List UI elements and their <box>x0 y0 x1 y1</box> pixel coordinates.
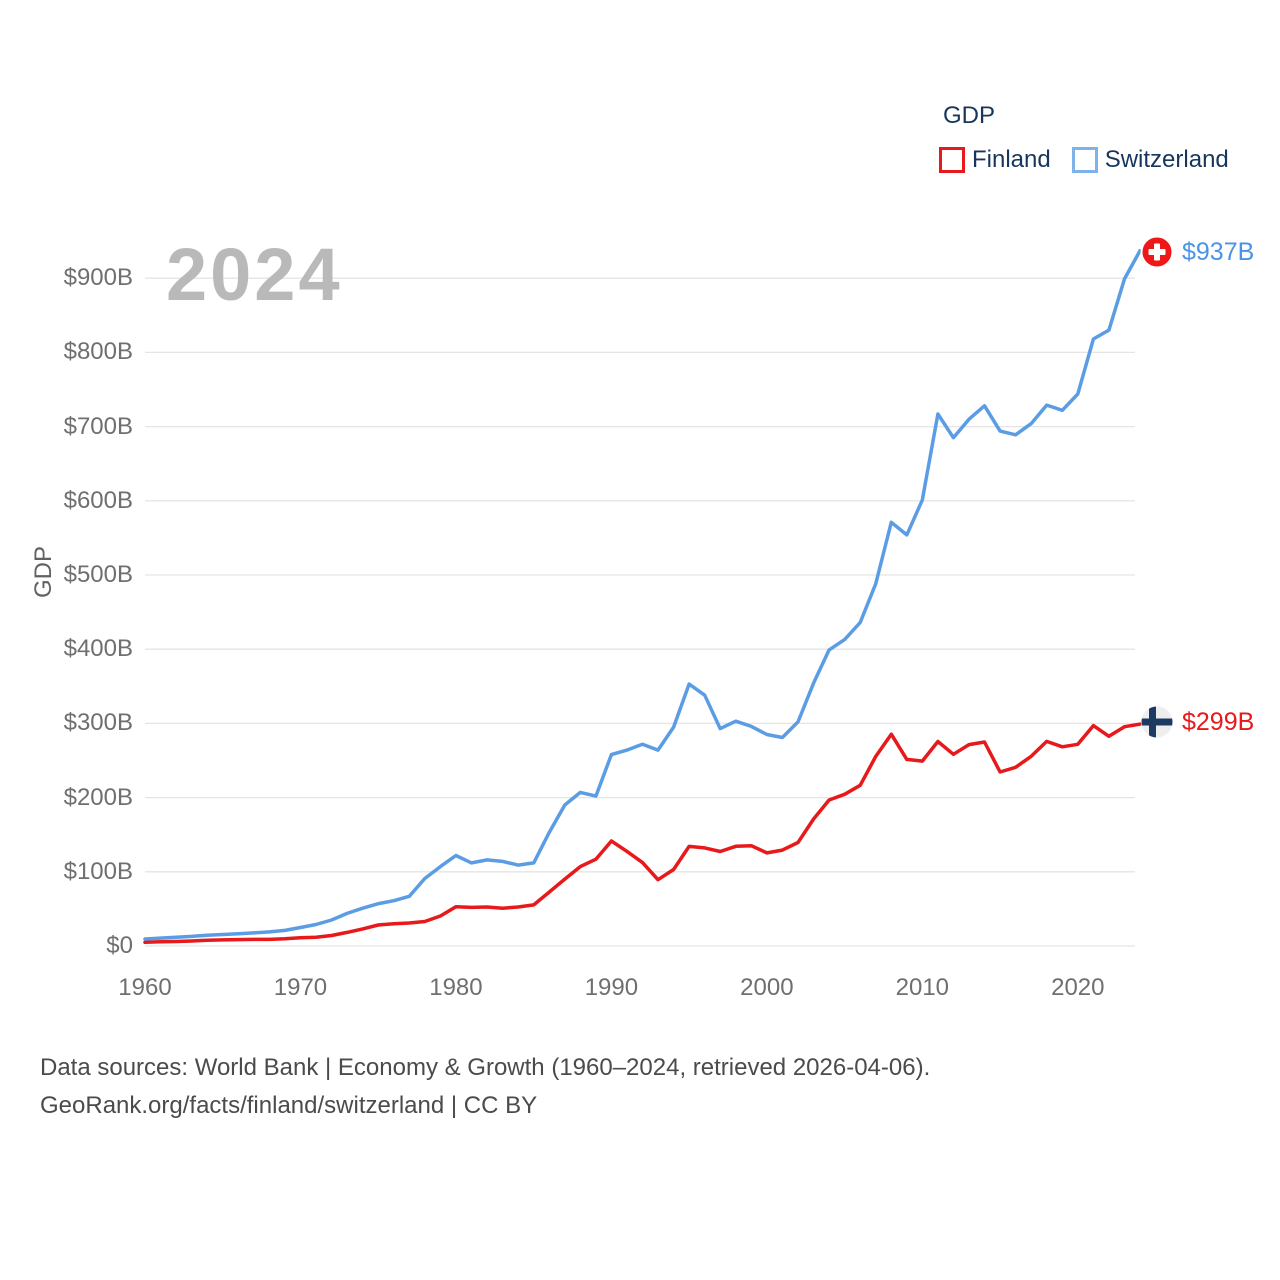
y-tick-label: $500B <box>63 561 133 588</box>
legend-label-switzerland: Switzerland <box>1104 146 1229 173</box>
x-tick-label: 1970 <box>273 974 328 1001</box>
finland-end-value: $299B <box>1182 708 1255 736</box>
x-tick-label: 1960 <box>118 974 172 1001</box>
y-tick-label: $700B <box>63 412 133 440</box>
switzerland-swatch-icon <box>1071 147 1098 173</box>
switzerland-flag-icon <box>1140 235 1174 269</box>
y-tick-label: $200B <box>63 783 133 811</box>
legend-label-finland: Finland <box>972 146 1051 173</box>
legend-title: GDP <box>943 102 996 129</box>
y-tick-label: $0 <box>106 932 133 959</box>
x-tick-label: 1980 <box>429 974 483 1001</box>
legend: GDP Finland Switzerland <box>939 102 1250 173</box>
finland-swatch-icon <box>939 147 965 173</box>
footer: Data sources: World Bank | Economy & Gro… <box>40 1049 930 1125</box>
watermark-year: 2024 <box>166 233 343 316</box>
switzerland-end-label: $937B <box>1139 234 1254 270</box>
legend-items: Finland Switzerland <box>939 147 1250 173</box>
finland-end-label: $299B <box>1139 704 1254 740</box>
series-line-switzerland <box>143 248 1142 941</box>
y-tick-label: $100B <box>63 857 133 885</box>
y-tick-label: $900B <box>63 264 133 292</box>
y-tick-label: $400B <box>63 635 133 663</box>
legend-item-finland[interactable]: Finland <box>939 147 1051 173</box>
finland-flag-icon <box>1141 706 1173 738</box>
x-tick-label: 2020 <box>1051 974 1105 1001</box>
switzerland-end-value: $937B <box>1182 238 1255 266</box>
data-sources-text: Data sources: World Bank | Economy & Gro… <box>40 1054 931 1081</box>
legend-item-switzerland[interactable]: Switzerland <box>1071 146 1229 173</box>
y-tick-label: $600B <box>63 486 133 514</box>
x-tick-label: 1990 <box>584 974 639 1001</box>
attribution-text: GeoRank.org/facts/finland/switzerland | … <box>40 1092 538 1119</box>
series-line-finland <box>143 722 1142 945</box>
y-tick-label: $300B <box>63 709 133 737</box>
x-tick-label: 2010 <box>895 974 950 1001</box>
x-tick-label: 2000 <box>740 974 794 1001</box>
y-tick-label: $800B <box>63 338 133 366</box>
